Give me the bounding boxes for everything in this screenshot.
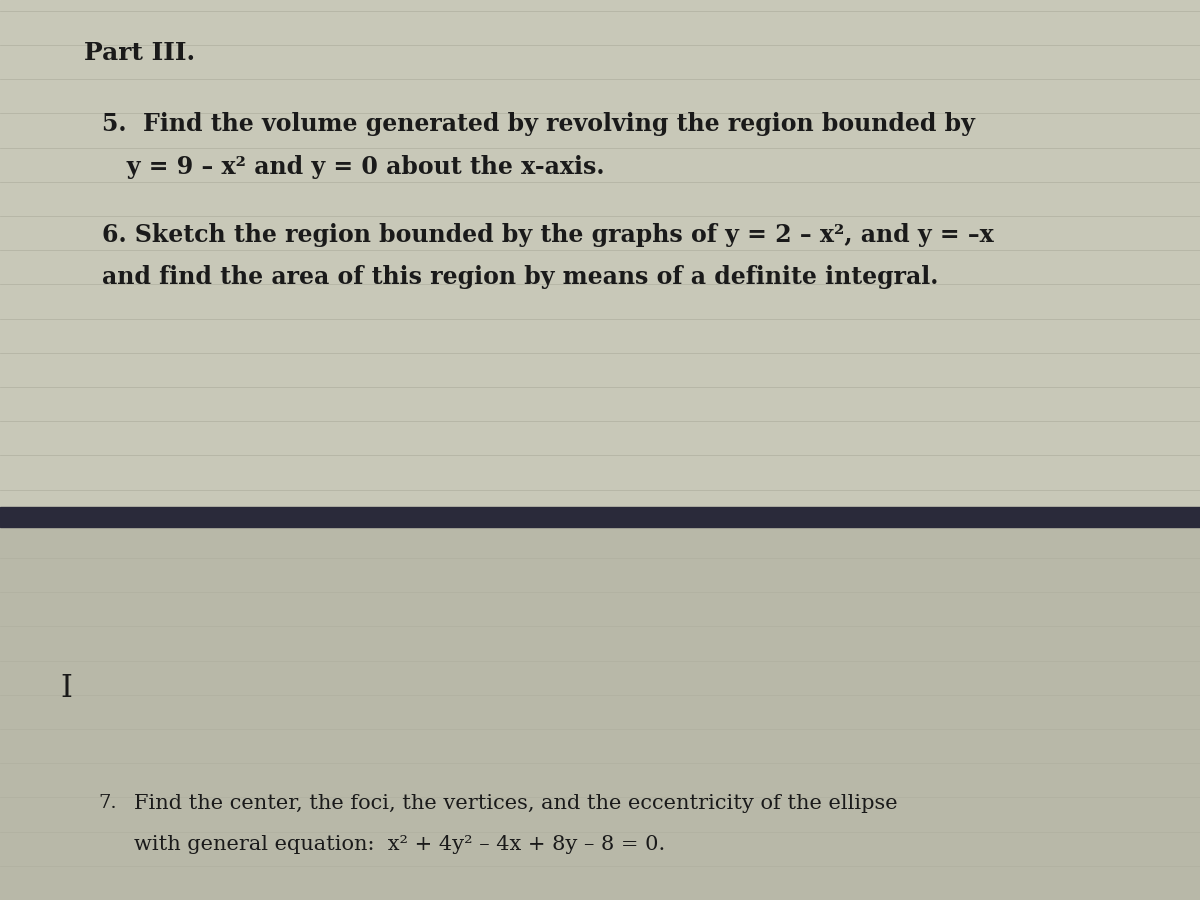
Text: 7.: 7. <box>98 794 118 812</box>
Bar <box>0 0 1200 507</box>
Bar <box>0 526 1200 900</box>
Text: with general equation:  x² + 4y² – 4x + 8y – 8 = 0.: with general equation: x² + 4y² – 4x + 8… <box>134 835 666 854</box>
Bar <box>0 507 1200 526</box>
Text: Part III.: Part III. <box>84 40 196 65</box>
Text: Find the center, the foci, the vertices, and the eccentricity of the ellipse: Find the center, the foci, the vertices,… <box>134 794 898 813</box>
Text: y = 9 – x² and y = 0 about the x-axis.: y = 9 – x² and y = 0 about the x-axis. <box>102 155 605 179</box>
Text: I: I <box>60 673 72 704</box>
Text: 6. Sketch the region bounded by the graphs of y = 2 – x², and y = –x: 6. Sketch the region bounded by the grap… <box>102 223 994 248</box>
Text: 5.  Find the volume generated by revolving the region bounded by: 5. Find the volume generated by revolvin… <box>102 112 974 137</box>
Text: and find the area of this region by means of a definite integral.: and find the area of this region by mean… <box>102 265 938 289</box>
